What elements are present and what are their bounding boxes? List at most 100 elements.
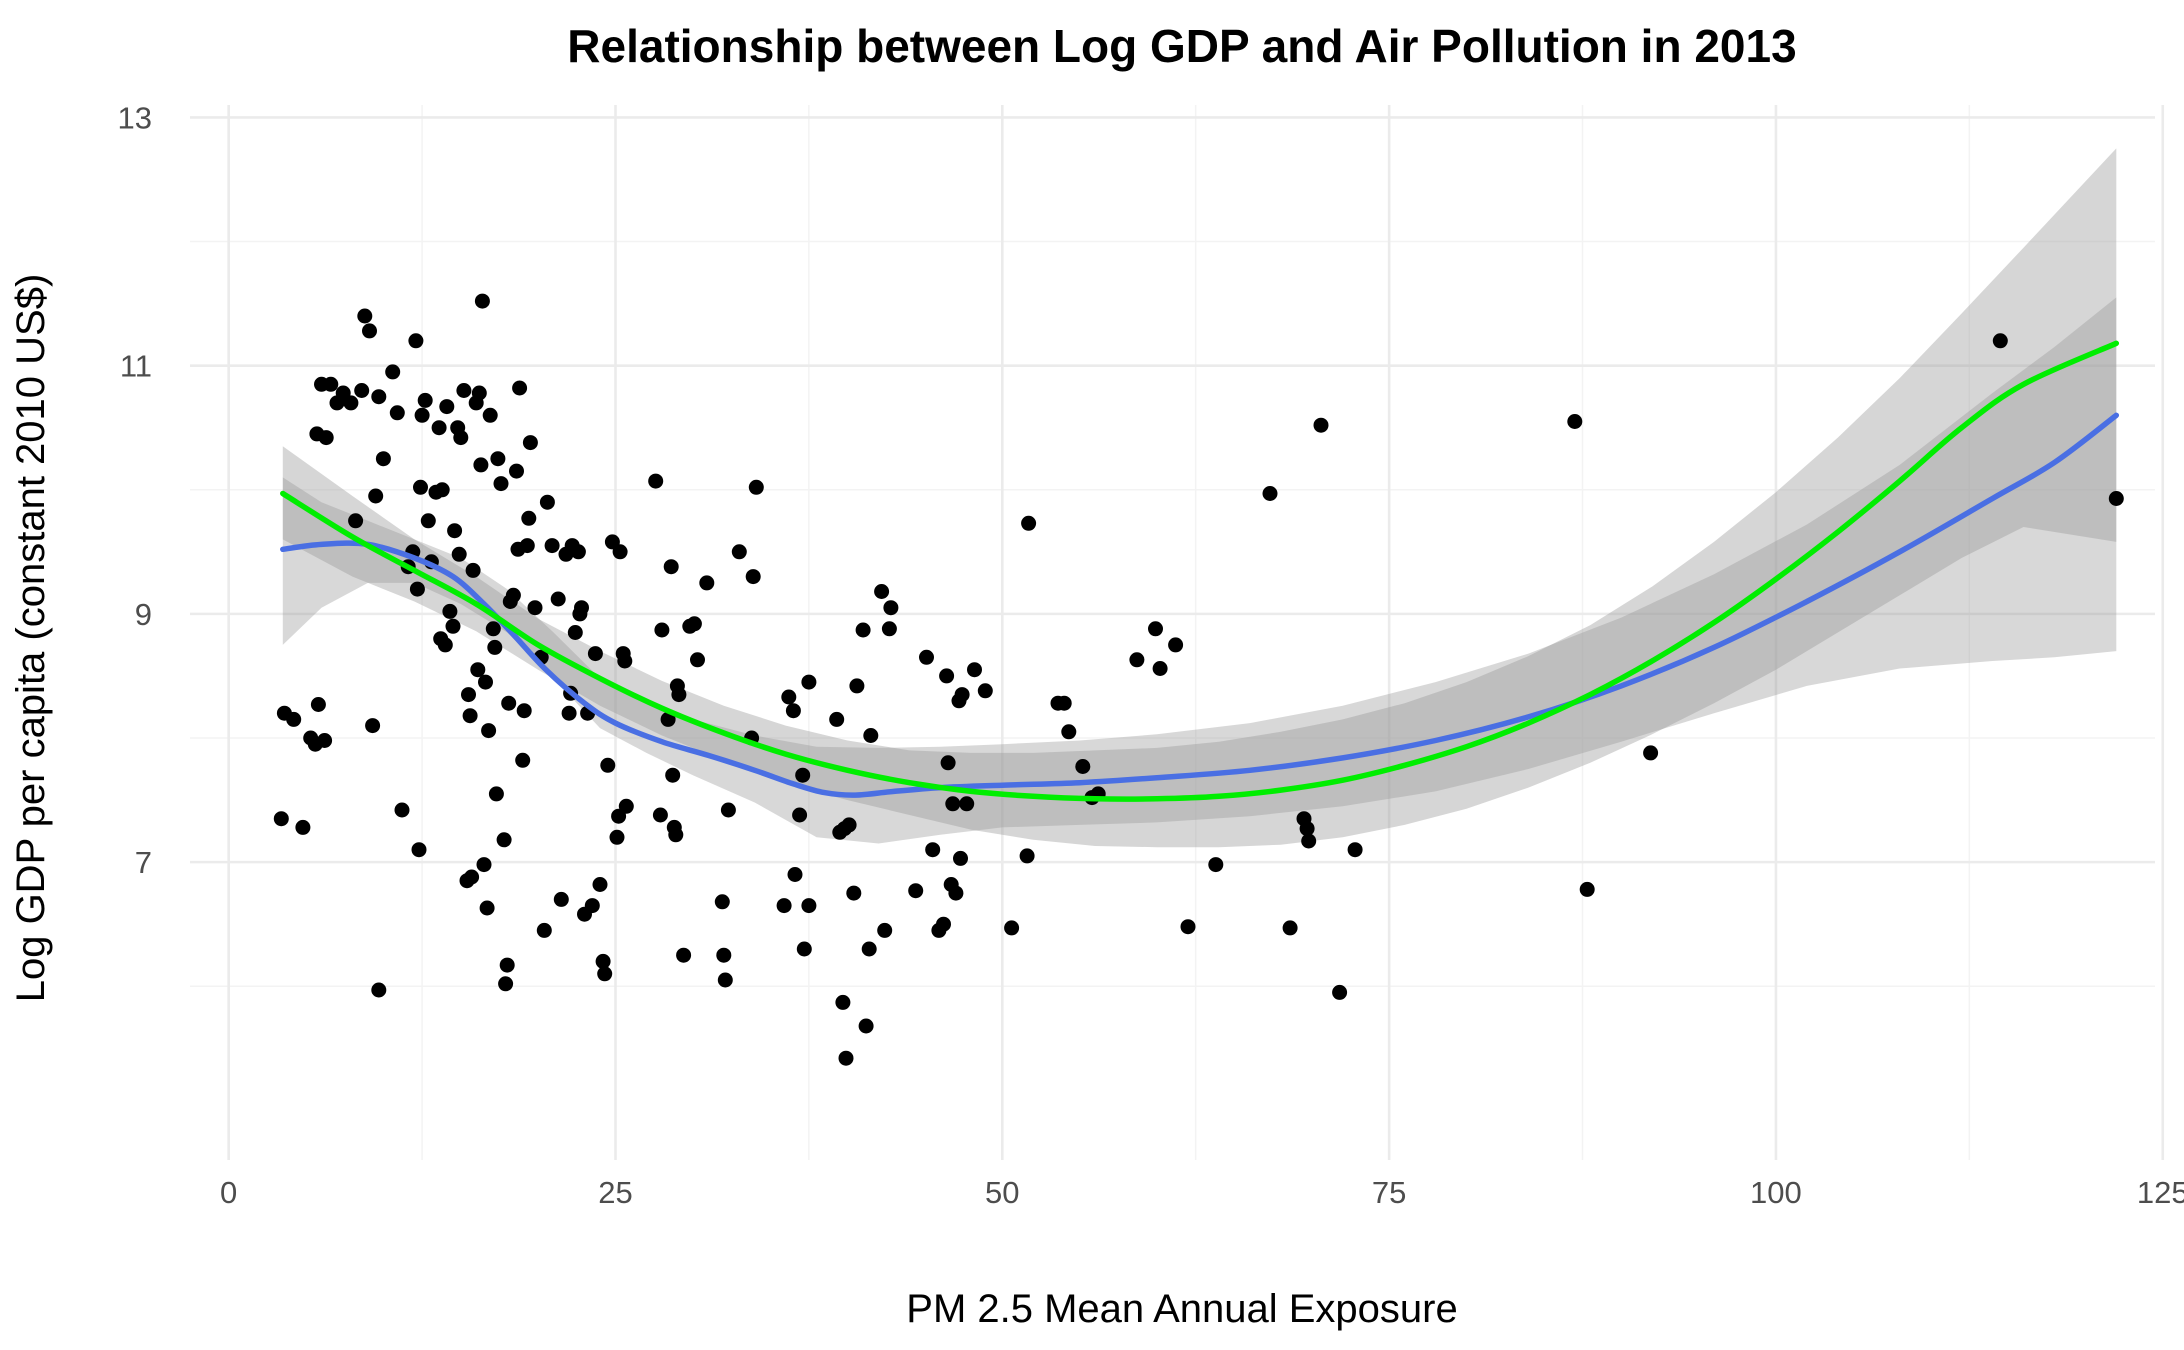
data-point <box>465 562 481 578</box>
data-point <box>409 581 425 597</box>
data-point <box>539 494 555 510</box>
data-point <box>501 695 517 711</box>
data-point <box>1004 920 1020 936</box>
data-point <box>479 900 495 916</box>
data-point <box>954 687 970 703</box>
data-point <box>781 689 797 705</box>
data-point <box>959 796 975 812</box>
data-point <box>498 976 514 992</box>
data-point <box>792 807 808 823</box>
data-point <box>354 383 370 398</box>
data-point <box>505 587 521 603</box>
data-point <box>1332 984 1348 1000</box>
data-point <box>1180 919 1196 935</box>
data-point <box>671 687 687 703</box>
data-point <box>785 703 801 719</box>
data-point <box>445 618 461 634</box>
confidence-bands <box>282 148 2117 848</box>
data-point <box>1152 661 1168 676</box>
data-point <box>716 947 732 963</box>
data-point <box>748 479 764 495</box>
data-point <box>609 829 625 845</box>
data-point <box>835 994 851 1010</box>
data-point <box>592 877 608 892</box>
data-point <box>371 982 387 998</box>
data-point <box>652 807 668 823</box>
data-point <box>795 767 811 783</box>
smoothing-line <box>280 340 2120 802</box>
data-point <box>544 538 560 554</box>
data-point <box>731 544 747 560</box>
data-point <box>1347 842 1363 858</box>
confidence-band <box>282 297 2117 844</box>
data-point <box>487 639 503 655</box>
data-point <box>1567 414 1583 429</box>
data-point <box>877 922 893 938</box>
data-point <box>485 621 501 637</box>
data-point <box>717 972 733 988</box>
y-tick-label: 13 <box>118 100 152 135</box>
data-point <box>977 683 993 699</box>
data-point <box>612 544 628 560</box>
data-point <box>595 953 611 969</box>
data-point <box>515 752 531 768</box>
y-axis-title: Log GDP per capita (constant 2010 US$) <box>9 274 53 1003</box>
data-point <box>481 723 497 739</box>
data-point <box>863 728 879 743</box>
data-point <box>493 476 509 492</box>
data-point <box>665 767 681 783</box>
data-point <box>389 405 405 421</box>
data-point <box>496 832 512 848</box>
data-point <box>413 479 428 495</box>
data-point <box>668 827 684 843</box>
data-point <box>439 399 455 415</box>
data-point <box>464 869 480 885</box>
data-point <box>490 451 506 467</box>
data-point <box>776 898 792 914</box>
data-point <box>1208 857 1224 873</box>
data-point <box>654 622 670 638</box>
data-point <box>2108 491 2124 506</box>
data-point <box>1075 759 1091 774</box>
data-point <box>453 430 469 446</box>
x-tick-label: 25 <box>598 1175 632 1210</box>
data-point <box>597 966 613 982</box>
data-point <box>414 407 430 423</box>
data-point <box>273 811 289 827</box>
data-point <box>574 600 589 616</box>
data-point <box>945 796 961 812</box>
x-tick-label: 0 <box>220 1175 237 1210</box>
data-point <box>846 885 862 901</box>
data-point <box>348 513 364 529</box>
data-point <box>1262 486 1278 501</box>
data-point <box>699 575 715 591</box>
data-point <box>883 600 899 616</box>
data-point <box>362 323 377 339</box>
data-point <box>686 616 702 632</box>
minor-gridlines <box>190 105 2155 1160</box>
x-tick-label: 50 <box>985 1175 1019 1210</box>
data-point <box>451 546 467 562</box>
data-point <box>570 544 586 560</box>
data-point <box>948 885 964 901</box>
data-point <box>375 451 391 467</box>
data-point <box>295 819 311 835</box>
data-point <box>420 513 436 529</box>
data-point <box>874 584 890 599</box>
data-point <box>442 603 458 619</box>
data-point <box>690 652 705 668</box>
data-point <box>801 898 817 914</box>
y-tick-label: 9 <box>135 597 152 632</box>
data-point <box>522 435 538 451</box>
data-point <box>881 621 897 637</box>
data-point <box>1643 745 1659 761</box>
data-point <box>1019 848 1035 864</box>
data-point <box>516 703 532 719</box>
data-point <box>1992 333 2008 349</box>
data-point <box>456 383 472 398</box>
x-axis-title: PM 2.5 Mean Annual Exposure <box>906 1287 1457 1331</box>
data-point <box>286 711 302 727</box>
data-point <box>617 653 633 669</box>
data-point <box>1021 515 1037 531</box>
